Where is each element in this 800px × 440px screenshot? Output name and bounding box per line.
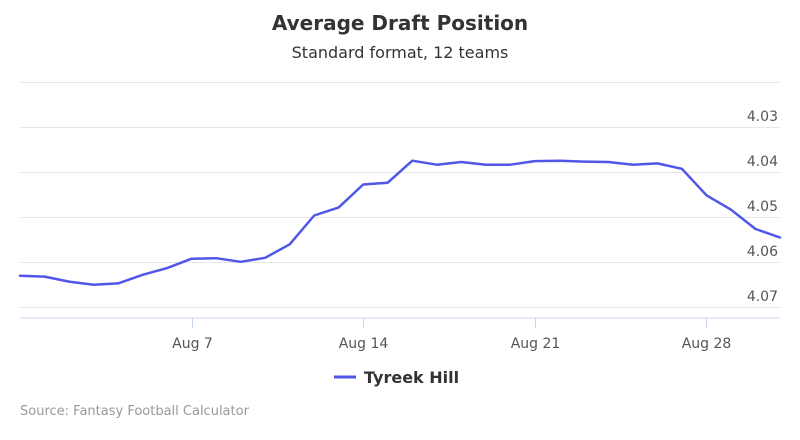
chart-credits[interactable]: Source: Fantasy Football Calculator [20, 404, 250, 419]
x-tick-label: Aug 21 [511, 336, 561, 352]
y-tick-label: 4.05 [747, 199, 778, 215]
series-layer [18, 159, 782, 286]
legend[interactable]: Tyreek Hill [334, 368, 459, 387]
x-tick-label: Aug 7 [172, 336, 213, 352]
legend-item-tyreek-hill[interactable]: Tyreek Hill [364, 368, 459, 387]
chart-title: Average Draft Position [272, 11, 528, 35]
y-axis-ticks: 4.03 4.04 4.05 4.06 4.07 [747, 109, 778, 305]
chart-subtitle: Standard format, 12 teams [292, 43, 509, 62]
y-tick-label: 4.04 [747, 154, 778, 170]
grid-lines [20, 82, 780, 308]
x-tick-label: Aug 28 [682, 336, 732, 352]
y-tick-label: 4.06 [747, 244, 778, 260]
y-tick-label: 4.07 [747, 289, 778, 305]
y-tick-label: 4.03 [747, 109, 778, 125]
x-tick-label: Aug 14 [339, 336, 389, 352]
series-line-0 [18, 159, 782, 286]
x-axis-ticks: Aug 7 Aug 14 Aug 21 Aug 28 [172, 318, 731, 352]
